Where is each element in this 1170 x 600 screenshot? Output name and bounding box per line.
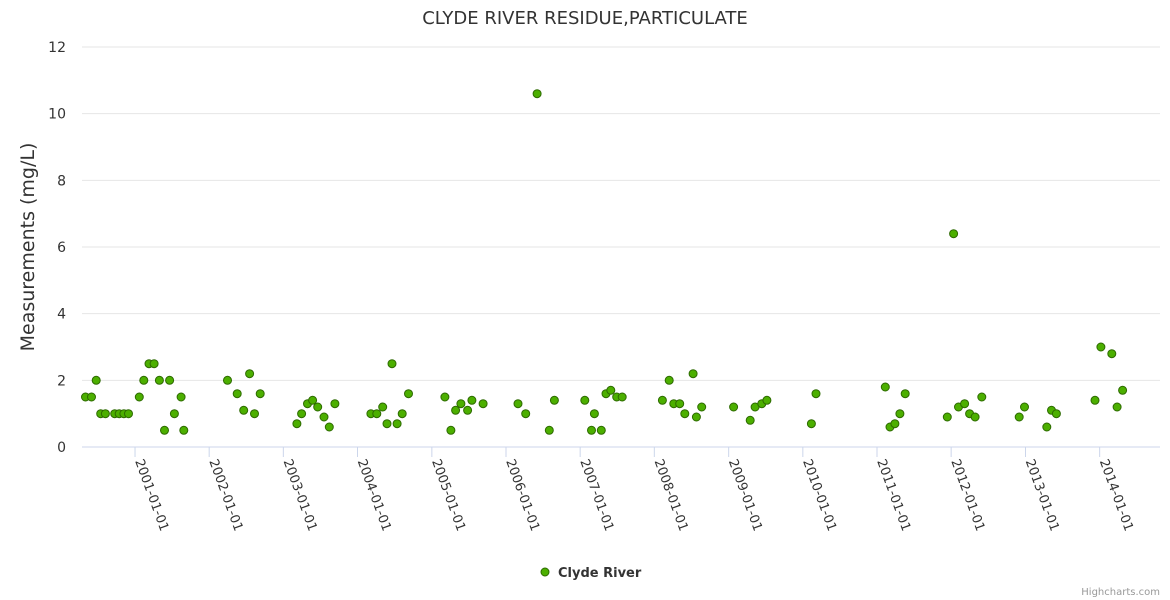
data-point[interactable]	[513, 399, 523, 409]
y-tick-label: 10	[48, 107, 66, 123]
data-point[interactable]	[387, 359, 397, 369]
data-point[interactable]	[949, 229, 959, 239]
data-point[interactable]	[100, 409, 110, 419]
legend-label-clyde-river[interactable]: Clyde River	[558, 566, 642, 581]
data-point[interactable]	[372, 409, 382, 419]
data-point[interactable]	[176, 392, 186, 402]
chart-title: CLYDE RIVER RESIDUE,PARTICULATE	[422, 8, 748, 29]
data-point[interactable]	[762, 395, 772, 405]
data-point[interactable]	[179, 425, 189, 435]
data-point[interactable]	[223, 375, 232, 385]
data-point[interactable]	[680, 409, 690, 419]
data-point[interactable]	[691, 412, 701, 422]
data-point[interactable]	[589, 409, 599, 419]
data-point[interactable]	[392, 419, 402, 429]
data-point[interactable]	[330, 399, 340, 409]
data-point[interactable]	[255, 389, 265, 399]
data-point[interactable]	[977, 392, 987, 402]
legend[interactable]: Clyde River	[540, 566, 642, 581]
y-axis-title: Measurements (mg/L)	[17, 143, 39, 352]
data-point[interactable]	[239, 405, 249, 415]
data-point[interactable]	[580, 395, 590, 405]
y-tick-label: 2	[57, 373, 66, 389]
data-point[interactable]	[960, 399, 970, 409]
series-clyde-river	[81, 89, 1128, 435]
legend-marker[interactable]	[540, 567, 550, 577]
data-point[interactable]	[154, 375, 164, 385]
data-point[interactable]	[1020, 402, 1029, 412]
data-point[interactable]	[160, 425, 169, 435]
data-point[interactable]	[446, 425, 456, 435]
data-point[interactable]	[397, 409, 407, 419]
data-point[interactable]	[544, 425, 554, 435]
data-point[interactable]	[688, 369, 698, 379]
data-point[interactable]	[745, 415, 755, 425]
y-axis-ticks: 0 2 4 6 8 10 12	[48, 40, 66, 456]
data-point[interactable]	[1107, 349, 1117, 359]
data-point[interactable]	[657, 395, 667, 405]
grid-lines	[82, 46, 1160, 448]
data-point[interactable]	[890, 419, 900, 429]
data-point[interactable]	[463, 405, 473, 415]
data-point[interactable]	[617, 392, 627, 402]
data-point[interactable]	[292, 419, 302, 429]
data-point[interactable]	[440, 392, 450, 402]
data-point[interactable]	[149, 359, 159, 369]
data-point[interactable]	[606, 385, 616, 395]
data-point[interactable]	[549, 395, 559, 405]
data-point[interactable]	[139, 375, 149, 385]
data-point[interactable]	[895, 409, 905, 419]
data-point[interactable]	[165, 375, 175, 385]
data-point[interactable]	[1118, 385, 1128, 395]
data-point[interactable]	[308, 395, 318, 405]
y-tick-label: 12	[48, 40, 66, 56]
data-point[interactable]	[532, 89, 542, 99]
data-point[interactable]	[324, 422, 334, 432]
data-point[interactable]	[169, 409, 179, 419]
data-point[interactable]	[1090, 395, 1100, 405]
data-point[interactable]	[587, 425, 596, 435]
data-point[interactable]	[124, 409, 133, 419]
data-point[interactable]	[596, 425, 606, 435]
data-point[interactable]	[250, 409, 259, 419]
data-point[interactable]	[404, 389, 413, 399]
data-point[interactable]	[970, 412, 980, 422]
data-point[interactable]	[664, 375, 674, 385]
data-point[interactable]	[232, 389, 242, 399]
data-point[interactable]	[456, 399, 466, 409]
data-point[interactable]	[478, 399, 488, 409]
data-point[interactable]	[87, 392, 96, 402]
data-point[interactable]	[297, 409, 307, 419]
data-point[interactable]	[942, 412, 952, 422]
data-point[interactable]	[675, 399, 685, 409]
data-point[interactable]	[319, 412, 329, 422]
data-point[interactable]	[521, 409, 531, 419]
data-point[interactable]	[313, 402, 323, 412]
data-point[interactable]	[1096, 342, 1106, 352]
data-point[interactable]	[1051, 409, 1061, 419]
data-point[interactable]	[1112, 402, 1122, 412]
data-point[interactable]	[467, 395, 477, 405]
data-point[interactable]	[382, 419, 392, 429]
data-point[interactable]	[245, 369, 255, 379]
data-point[interactable]	[1042, 422, 1052, 432]
y-tick-label: 0	[57, 440, 66, 456]
data-point[interactable]	[697, 402, 707, 412]
data-point[interactable]	[880, 382, 890, 392]
y-tick-label: 6	[57, 240, 66, 256]
y-tick-label: 4	[57, 307, 66, 323]
data-point[interactable]	[134, 392, 144, 402]
data-point[interactable]	[900, 389, 910, 399]
data-point[interactable]	[451, 405, 461, 415]
y-tick-label: 8	[57, 173, 66, 189]
data-point[interactable]	[378, 402, 388, 412]
data-point[interactable]	[811, 389, 821, 399]
credits-link[interactable]: Highcharts.com	[1081, 587, 1160, 598]
data-point[interactable]	[1014, 412, 1024, 422]
data-point[interactable]	[806, 419, 816, 429]
data-point[interactable]	[91, 375, 101, 385]
data-point[interactable]	[729, 402, 739, 412]
